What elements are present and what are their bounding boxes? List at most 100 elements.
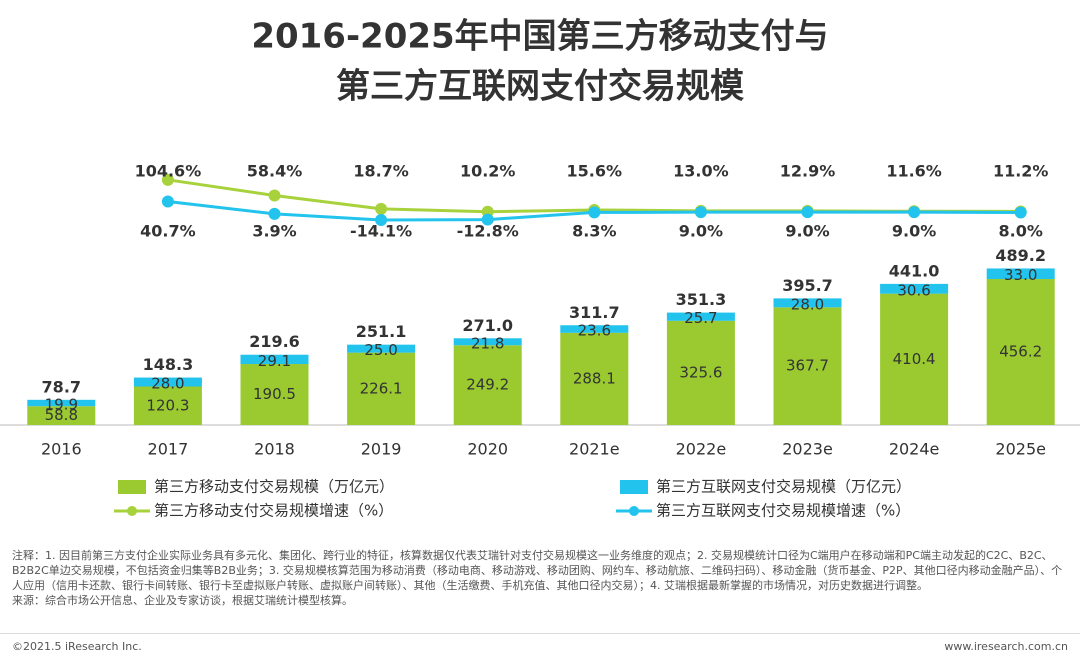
- bar: [560, 332, 629, 425]
- bar: [27, 406, 96, 425]
- growth-label: 13.0%: [673, 162, 729, 181]
- legend-label: 第三方互联网支付交易规模（万亿元）: [656, 478, 911, 496]
- growth-label: 10.2%: [460, 162, 516, 181]
- total-label: 219.6: [249, 332, 300, 351]
- bar-value-label: 28.0: [151, 375, 184, 393]
- divider: [0, 633, 1080, 634]
- bar: [560, 325, 629, 333]
- legend-swatch: [620, 480, 648, 494]
- notes: 注释：1. 因目前第三方支付企业实际业务具有多元化、集团化、跨行业的特征，核算数…: [12, 548, 1072, 608]
- chart: 2016-2025年中国第三方移动支付与 第三方互联网支付交易规模 2016 20…: [0, 17, 1080, 520]
- growth-point: [268, 207, 281, 220]
- growth-label: 9.0%: [785, 222, 829, 241]
- bar-value-label: 120.3: [146, 396, 189, 414]
- total-label: 148.3: [143, 355, 194, 374]
- bar: [986, 268, 1055, 280]
- total-label: 351.3: [676, 290, 727, 309]
- total-label: 78.7: [42, 377, 81, 396]
- growth-label: 12.9%: [780, 162, 836, 181]
- growth-label: 40.7%: [140, 222, 196, 241]
- source: 来源：综合市场公开信息、企业及专家访谈，根据艾瑞统计模型核算。: [12, 594, 353, 607]
- growth-point: [161, 195, 174, 208]
- x-tick-label: 2022e: [676, 440, 727, 459]
- x-tick-label: 2016: [41, 440, 82, 459]
- growth-point: [801, 206, 814, 219]
- growth-label: 8.0%: [999, 222, 1043, 241]
- x-tick-label: 2018: [254, 440, 295, 459]
- growth-point: [268, 189, 281, 202]
- growth-point: [588, 206, 601, 219]
- total-label: 251.1: [356, 322, 407, 341]
- growth-label: 11.2%: [993, 162, 1049, 181]
- bar-value-label: 249.2: [466, 376, 509, 394]
- bar-value-label: 367.7: [786, 357, 829, 375]
- bar-value-label: 325.6: [679, 363, 722, 381]
- bar-value-label: 23.6: [578, 322, 611, 340]
- chart-title: 2016-2025年中国第三方移动支付与: [251, 17, 828, 57]
- x-tick-label: 2023e: [782, 440, 833, 459]
- bar: [27, 399, 96, 407]
- growth-point: [481, 213, 494, 226]
- bar: [986, 279, 1055, 425]
- bar: [773, 307, 842, 425]
- bar: [453, 338, 522, 346]
- bar: [347, 352, 416, 425]
- growth-point: [375, 202, 388, 215]
- note-text: 注释：1. 因目前第三方支付企业实际业务具有多元化、集团化、跨行业的特征，核算数…: [12, 549, 1063, 592]
- growth-point: [375, 214, 388, 227]
- bar-value-label: 288.1: [573, 369, 616, 387]
- x-tick-label: 2017: [148, 440, 189, 459]
- bar-value-label: 21.8: [471, 334, 504, 352]
- bar: [666, 312, 735, 321]
- website: www.iresearch.com.cn: [944, 640, 1068, 653]
- growth-label: 11.6%: [886, 162, 942, 181]
- total-label: 441.0: [889, 261, 940, 280]
- legend-marker: [127, 506, 137, 516]
- bar: [240, 364, 309, 425]
- bar-value-label: 33.0: [1004, 266, 1037, 284]
- bar-value-label: 19.9: [45, 396, 78, 414]
- bar: [880, 293, 949, 425]
- growth-label: -14.1%: [350, 222, 412, 241]
- legend-label: 第三方互联网支付交易规模增速（%）: [656, 502, 910, 520]
- bar-value-label: 30.6: [897, 281, 930, 299]
- bar-value-label: 456.2: [999, 343, 1042, 361]
- bar: [773, 298, 842, 308]
- bar-value-label: 226.1: [360, 379, 403, 397]
- bar: [133, 386, 202, 425]
- bar: [880, 283, 949, 294]
- growth-point: [908, 206, 921, 219]
- bar-value-label: 190.5: [253, 385, 296, 403]
- growth-point: [1014, 206, 1027, 219]
- growth-label: 8.3%: [572, 222, 616, 241]
- bar: [133, 377, 202, 387]
- chart-title: 第三方互联网支付交易规模: [336, 67, 744, 107]
- bar-value-label: 29.1: [258, 352, 291, 370]
- bar-value-label: 25.0: [364, 341, 397, 359]
- bar-value-label: 58.8: [45, 406, 78, 424]
- growth-label: 9.0%: [892, 222, 936, 241]
- growth-point: [694, 206, 707, 219]
- total-label: 271.0: [462, 316, 513, 335]
- bar-value-label: 410.4: [893, 350, 936, 368]
- total-label: 311.7: [569, 303, 620, 322]
- total-label: 395.7: [782, 276, 833, 295]
- legend-label: 第三方移动支付交易规模增速（%）: [154, 502, 393, 520]
- x-tick-label: 2025e: [995, 440, 1046, 459]
- growth-label: 15.6%: [567, 162, 623, 181]
- growth-label: -12.8%: [457, 222, 519, 241]
- legend-marker: [629, 506, 639, 516]
- x-tick-label: 2019: [361, 440, 402, 459]
- bar: [666, 320, 735, 425]
- growth-label: 3.9%: [252, 222, 296, 241]
- bar-value-label: 28.0: [791, 295, 824, 313]
- growth-label: 18.7%: [353, 162, 409, 181]
- bar: [453, 345, 522, 425]
- bar: [347, 344, 416, 353]
- growth-label: 104.6%: [135, 162, 202, 181]
- growth-label: 58.4%: [247, 162, 303, 181]
- x-tick-label: 2021e: [569, 440, 620, 459]
- growth-point: [161, 173, 174, 186]
- legend-label: 第三方移动支付交易规模（万亿元）: [154, 478, 394, 496]
